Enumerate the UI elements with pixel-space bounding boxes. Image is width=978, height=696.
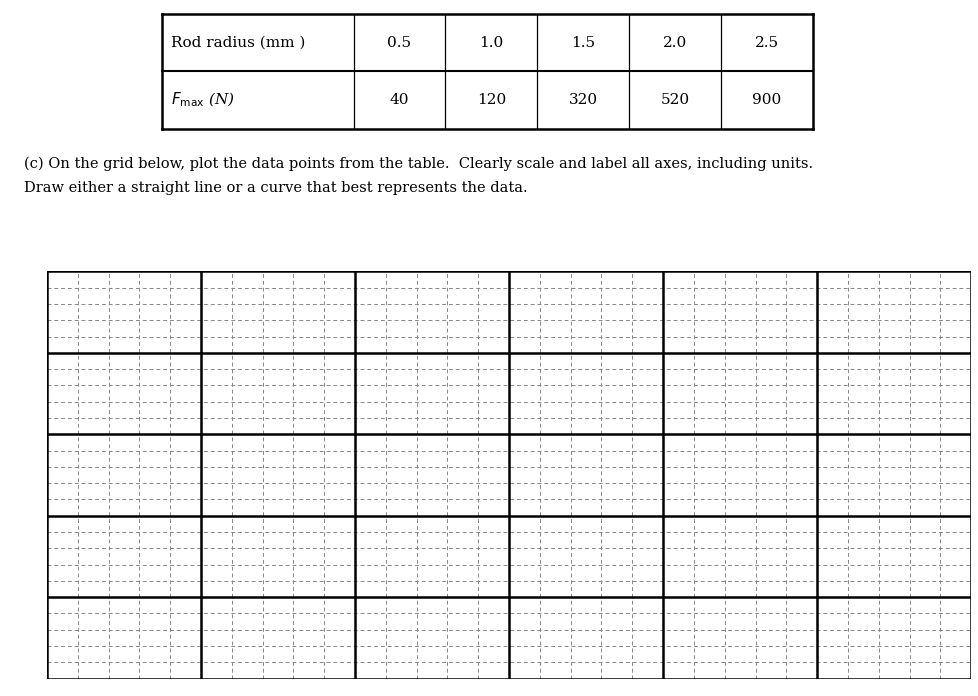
- Bar: [720, 71, 812, 129]
- Bar: [628, 71, 720, 129]
- Text: 1.5: 1.5: [570, 35, 595, 49]
- Text: 40: 40: [389, 93, 409, 107]
- Text: 520: 520: [659, 93, 689, 107]
- Bar: [161, 14, 353, 71]
- Text: Draw either a straight line or a curve that best represents the data.: Draw either a straight line or a curve t…: [24, 181, 527, 195]
- Bar: [445, 71, 537, 129]
- Text: 2.0: 2.0: [662, 35, 687, 49]
- Text: 900: 900: [751, 93, 780, 107]
- Bar: [353, 71, 445, 129]
- Text: $F_\mathrm{max}$ (N): $F_\mathrm{max}$ (N): [171, 91, 235, 109]
- Bar: [353, 14, 445, 71]
- Bar: [445, 14, 537, 71]
- Text: Rod radius (mm ): Rod radius (mm ): [171, 35, 305, 49]
- Bar: [537, 71, 628, 129]
- Bar: [537, 14, 628, 71]
- Bar: [628, 14, 720, 71]
- Text: 2.5: 2.5: [754, 35, 778, 49]
- Text: 120: 120: [476, 93, 506, 107]
- Text: (c) On the grid below, plot the data points from the table.  Clearly scale and l: (c) On the grid below, plot the data poi…: [24, 157, 813, 171]
- Bar: [720, 14, 812, 71]
- Text: 1.0: 1.0: [478, 35, 503, 49]
- Text: 0.5: 0.5: [387, 35, 411, 49]
- Text: 320: 320: [568, 93, 597, 107]
- Bar: [161, 71, 353, 129]
